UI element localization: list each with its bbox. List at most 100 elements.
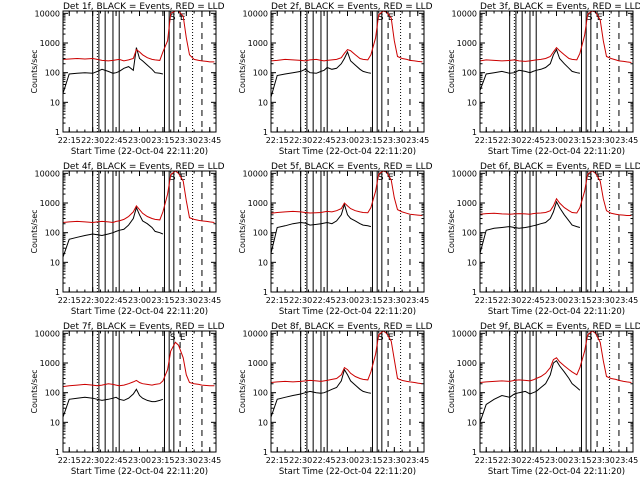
- x-tick-label: 23:00: [336, 136, 359, 145]
- y-tick-label: 10: [258, 418, 268, 427]
- x-axis-label: Start Time (22-Oct-04 22:11:20): [71, 147, 208, 157]
- x-tick-label: 22:45: [313, 456, 336, 465]
- x-tick-label: 23:15: [359, 296, 382, 305]
- x-tick-label: 23:45: [615, 296, 638, 305]
- flag-label-s: S: [587, 13, 593, 23]
- x-tick-label: 23:00: [545, 456, 568, 465]
- x-tick-label: 22:30: [289, 296, 312, 305]
- x-tick-label: 22:15: [266, 456, 289, 465]
- y-tick-label: 1000: [457, 199, 477, 208]
- y-tick-label: 100: [253, 69, 268, 78]
- y-tick-label: 100: [462, 389, 477, 398]
- x-tick-label: 22:30: [498, 456, 521, 465]
- flag-label-s: S: [378, 173, 384, 183]
- y-axis-label: Counts/sec: [30, 209, 39, 253]
- series-line-lld: [480, 11, 632, 63]
- x-tick-label: 22:45: [313, 136, 336, 145]
- x-axis-label: Start Time (22-Oct-04 22:11:20): [279, 147, 416, 157]
- y-tick-label: 10: [467, 258, 477, 267]
- x-axis-label: Start Time (22-Oct-04 22:11:20): [488, 307, 625, 317]
- x-tick-label: 23:15: [151, 136, 174, 145]
- y-tick-label: 10000: [35, 329, 60, 338]
- series-line-lld: [271, 171, 423, 216]
- y-tick-label: 10: [258, 258, 268, 267]
- series-line-events: [480, 200, 581, 254]
- flag-label-s: S: [378, 333, 384, 343]
- x-tick-label: 22:45: [105, 296, 128, 305]
- panel-title: Det 8f, BLACK = Events, RED = LLD: [271, 322, 433, 332]
- x-tick-label: 22:15: [475, 456, 498, 465]
- x-axis-label: Start Time (22-Oct-04 22:11:20): [279, 467, 416, 477]
- x-tick-label: 23:00: [128, 456, 151, 465]
- series-line-lld: [63, 171, 215, 224]
- y-tick-label: 10: [50, 98, 60, 107]
- series-line-events: [480, 48, 580, 91]
- y-tick-label: 10: [467, 418, 477, 427]
- series-line-events: [63, 388, 164, 418]
- x-tick-label: 23:00: [336, 456, 359, 465]
- y-axis-label: Counts/sec: [238, 49, 247, 93]
- y-tick-label: 1000: [40, 39, 60, 48]
- flag-label-e: E: [597, 173, 603, 183]
- x-tick-label: 22:15: [475, 296, 498, 305]
- x-tick-label: 22:30: [498, 136, 521, 145]
- y-axis-label: Counts/sec: [447, 209, 456, 253]
- y-tick-label: 10000: [243, 169, 268, 178]
- x-tick-label: 23:45: [198, 136, 221, 145]
- x-tick-label: 23:30: [383, 296, 406, 305]
- x-tick-label: 22:30: [289, 136, 312, 145]
- y-tick-label: 10: [50, 418, 60, 427]
- y-tick-label: 100: [462, 229, 477, 238]
- panel-title: Det 5f, BLACK = Events, RED = LLD: [271, 162, 433, 172]
- flag-label-e: E: [180, 13, 186, 23]
- flag-label-e: E: [597, 13, 603, 23]
- x-tick-label: 23:30: [175, 456, 198, 465]
- flag-label-e: E: [597, 333, 603, 343]
- y-tick-label: 100: [253, 229, 268, 238]
- y-tick-label: 1: [55, 288, 60, 297]
- x-tick-label: 22:45: [522, 296, 545, 305]
- y-tick-label: 1: [263, 128, 268, 137]
- y-tick-label: 10000: [452, 9, 477, 18]
- y-tick-label: 1: [55, 128, 60, 137]
- x-tick-label: 23:00: [128, 136, 151, 145]
- x-axis-label: Start Time (22-Oct-04 22:11:20): [71, 307, 208, 317]
- y-tick-label: 10000: [35, 9, 60, 18]
- y-tick-label: 1: [472, 448, 477, 457]
- series-line-events: [271, 50, 371, 98]
- y-tick-label: 1000: [40, 359, 60, 368]
- series-line-events: [63, 47, 164, 94]
- y-axis-label: Counts/sec: [447, 369, 456, 413]
- flag-label-s: S: [587, 333, 593, 343]
- x-tick-label: 22:15: [58, 456, 81, 465]
- x-tick-label: 22:15: [58, 136, 81, 145]
- x-axis-label: Start Time (22-Oct-04 22:11:20): [488, 467, 625, 477]
- flag-label-s: S: [170, 173, 176, 183]
- flag-label-s: S: [170, 13, 176, 23]
- panel-title: Det 4f, BLACK = Events, RED = LLD: [63, 162, 225, 172]
- x-tick-label: 23:45: [198, 456, 221, 465]
- series-line-lld: [271, 331, 423, 385]
- flag-label-s: S: [378, 13, 384, 23]
- y-axis-label: Counts/sec: [447, 49, 456, 93]
- y-tick-label: 100: [253, 389, 268, 398]
- y-tick-label: 1000: [248, 39, 268, 48]
- x-tick-label: 23:15: [568, 456, 591, 465]
- y-tick-label: 10000: [452, 329, 477, 338]
- y-axis-label: Counts/sec: [238, 209, 247, 253]
- panel-title: Det 2f, BLACK = Events, RED = LLD: [271, 2, 433, 12]
- series-line-lld: [271, 11, 423, 63]
- x-tick-label: 22:45: [105, 456, 128, 465]
- x-tick-label: 22:30: [81, 296, 104, 305]
- y-tick-label: 1000: [40, 199, 60, 208]
- y-tick-label: 1: [263, 288, 268, 297]
- x-tick-label: 23:45: [198, 296, 221, 305]
- x-tick-label: 22:45: [522, 136, 545, 145]
- x-tick-label: 22:15: [475, 136, 498, 145]
- x-tick-label: 23:30: [592, 136, 615, 145]
